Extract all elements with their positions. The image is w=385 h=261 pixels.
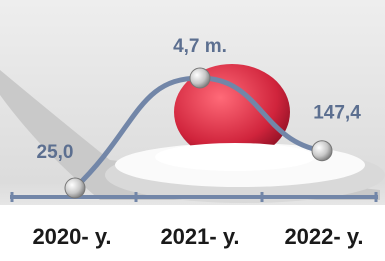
point xyxy=(312,141,332,161)
x-tick-label: 2022- y. xyxy=(284,224,363,249)
chart: 25,0 4,7 m. 147,4 2020- y. 2021- y. 2022- y. xyxy=(0,0,385,261)
data-label: 25,0 xyxy=(37,142,74,163)
data-label: 147,4 xyxy=(313,103,361,124)
point xyxy=(190,68,210,88)
data-label: 4,7 m. xyxy=(173,36,227,57)
x-tick-label: 2020- y. xyxy=(32,224,111,249)
point xyxy=(65,178,85,198)
x-tick-label: 2021- y. xyxy=(160,224,239,249)
